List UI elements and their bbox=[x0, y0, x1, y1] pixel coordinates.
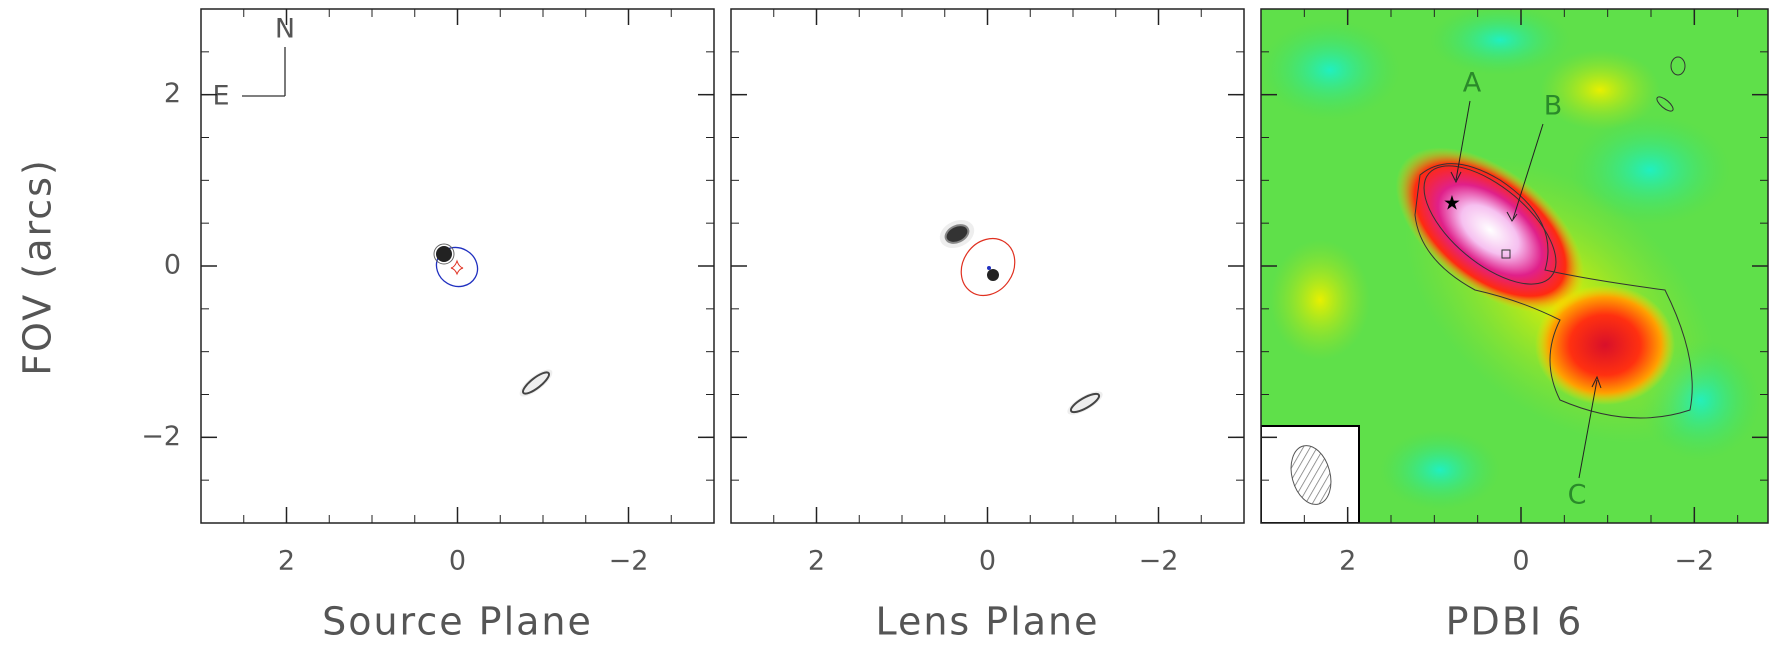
annotation: A bbox=[1463, 68, 1482, 99]
y-axis-label: FOV (arcs) bbox=[16, 158, 60, 376]
x-tick-label: 0 bbox=[1512, 546, 1529, 577]
annotation: B bbox=[1544, 91, 1563, 122]
x-axis-label: PDBI 6 bbox=[1446, 600, 1584, 644]
figure: ★ N E A B C FOV (arcs) 2 0 −2 −2 0 2 Source Pl… bbox=[0, 0, 1769, 647]
x-tick-label: 2 bbox=[278, 546, 295, 577]
x-tick-label: 2 bbox=[808, 546, 825, 577]
annotation: N bbox=[275, 14, 295, 45]
annotation: E bbox=[212, 81, 229, 112]
y-tick-label: 2 bbox=[164, 78, 181, 109]
x-tick-label: 2 bbox=[1339, 546, 1356, 577]
plot-frame bbox=[731, 9, 1244, 523]
y-tick-label: 0 bbox=[164, 250, 181, 281]
x-tick-label: 0 bbox=[979, 546, 996, 577]
annotation: C bbox=[1568, 480, 1587, 511]
x-tick-label: −2 bbox=[609, 546, 649, 577]
x-axis-label: Lens Plane bbox=[875, 600, 1099, 644]
heatmap: ★ bbox=[1260, 5, 1769, 523]
plot-frame bbox=[201, 9, 714, 523]
x-axis-label: Source Plane bbox=[322, 600, 593, 644]
lens-plane-features bbox=[935, 215, 1106, 419]
source-plane-features bbox=[242, 47, 556, 401]
star: ★ bbox=[1443, 191, 1461, 215]
y-tick-label: −2 bbox=[141, 421, 181, 452]
x-tick-label: 0 bbox=[449, 546, 466, 577]
x-tick-label: −2 bbox=[1139, 546, 1179, 577]
x-tick-label: −2 bbox=[1674, 546, 1714, 577]
